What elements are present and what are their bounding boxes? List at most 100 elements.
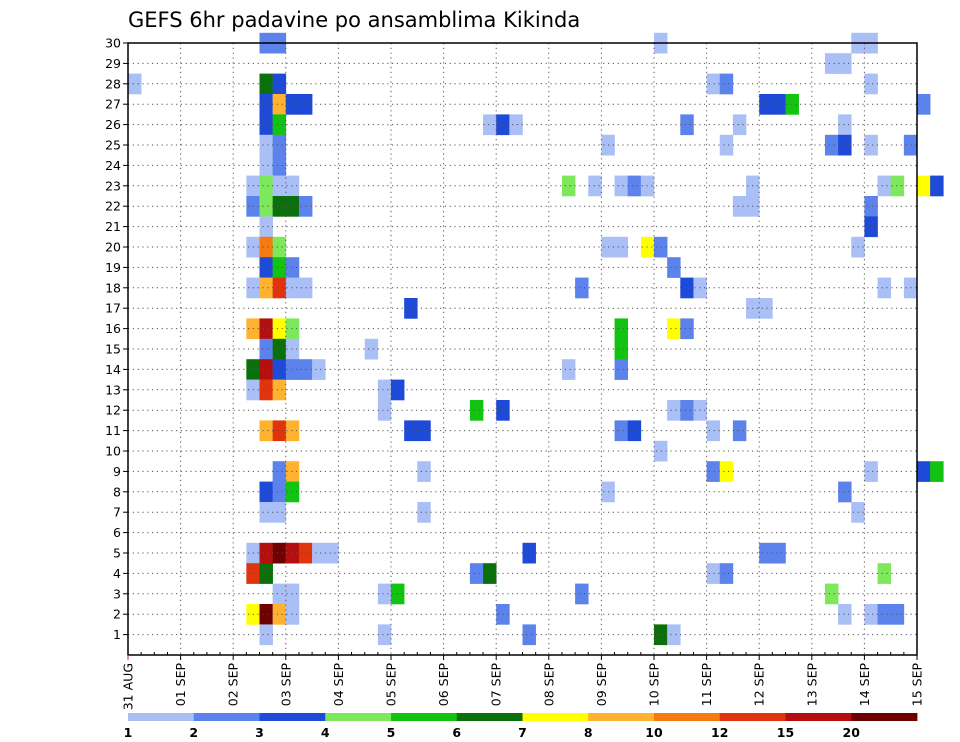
heatmap-cell xyxy=(285,481,300,503)
x-tick-label: 04 SEP xyxy=(331,663,346,707)
heatmap-cell xyxy=(285,175,300,197)
x-tick-label: 03 SEP xyxy=(278,663,293,707)
heatmap-cell xyxy=(561,359,576,380)
heatmap-cell xyxy=(259,542,273,564)
colorbar-label: 5 xyxy=(387,725,396,740)
y-tick-label: 27 xyxy=(105,97,121,112)
y-tick-label: 24 xyxy=(105,158,121,173)
heatmap-cell xyxy=(285,542,300,564)
heatmap-cell xyxy=(824,53,839,74)
y-tick-label: 28 xyxy=(105,76,121,91)
heatmap-cell xyxy=(285,94,300,115)
x-tick-label: 07 SEP xyxy=(489,663,504,707)
heatmap-cell xyxy=(890,175,905,197)
heatmap-cell xyxy=(614,420,628,442)
y-tick-label: 18 xyxy=(105,280,121,295)
heatmap-cell xyxy=(259,216,273,238)
heatmap-cell xyxy=(614,359,628,380)
heatmap-cell xyxy=(272,583,287,605)
colorbar-label: 15 xyxy=(777,725,794,740)
heatmap-cell xyxy=(272,236,287,258)
y-tick-label: 14 xyxy=(105,362,121,377)
heatmap-cell xyxy=(272,461,287,482)
heatmap-cell xyxy=(667,257,681,278)
y-tick-label: 3 xyxy=(113,586,121,601)
heatmap-cell xyxy=(404,298,418,319)
heatmap-cell xyxy=(417,420,431,442)
colorbar-label: 12 xyxy=(711,725,728,740)
heatmap-cell xyxy=(259,420,273,442)
heatmap-cell xyxy=(285,277,300,299)
heatmap-cell xyxy=(272,73,287,95)
heatmap-cell xyxy=(483,114,497,136)
heatmap-cell xyxy=(719,563,734,584)
heatmap-cell xyxy=(259,338,273,360)
heatmap-cell xyxy=(377,379,392,401)
y-tick-label: 29 xyxy=(105,56,121,71)
heatmap-cell xyxy=(259,134,273,156)
heatmap-cell xyxy=(272,257,287,278)
colorbar-segment xyxy=(325,713,392,721)
heatmap-cell xyxy=(259,379,273,401)
y-tick-label: 9 xyxy=(113,464,121,479)
y-tick-label: 25 xyxy=(105,138,121,153)
heatmap-cell xyxy=(417,461,431,482)
heatmap-cell xyxy=(272,277,287,299)
heatmap-cell xyxy=(654,624,668,646)
heatmap-cell xyxy=(824,134,839,156)
heatmap-cell xyxy=(312,542,326,564)
heatmap-cell xyxy=(877,175,891,197)
heatmap-cell xyxy=(259,624,273,646)
heatmap-cell xyxy=(272,359,287,380)
y-axis: 1234567891011121314151617181920212223242… xyxy=(105,36,128,642)
y-tick-label: 4 xyxy=(113,566,121,581)
heatmap-cell xyxy=(575,583,589,605)
x-tick-label: 31 AUG xyxy=(121,663,136,710)
heatmap-cell xyxy=(864,73,878,95)
heatmap-cell xyxy=(680,400,694,421)
heatmap-cell xyxy=(864,196,878,217)
heatmap-cell xyxy=(417,502,431,523)
heatmap-cell xyxy=(838,114,852,136)
heatmap-cell xyxy=(719,134,734,156)
heatmap-cell xyxy=(272,134,287,156)
heatmap-cell xyxy=(285,257,300,278)
heatmap-cell xyxy=(838,481,852,503)
heatmap-cell xyxy=(272,542,287,564)
heatmap-cell xyxy=(561,175,576,197)
heatmap-cell xyxy=(377,624,392,646)
heatmap-cell xyxy=(522,624,536,646)
heatmap-cell xyxy=(588,175,602,197)
heatmap-cell xyxy=(838,53,852,74)
colorbar-segment xyxy=(193,713,260,721)
x-tick-label: 05 SEP xyxy=(384,663,399,707)
heatmap-cell xyxy=(772,542,786,564)
colorbar-label: 3 xyxy=(255,725,264,740)
x-tick-label: 01 SEP xyxy=(173,663,188,707)
heatmap-cell xyxy=(719,73,734,95)
heatmap-cell xyxy=(680,318,694,340)
heatmap-cell xyxy=(864,604,878,625)
heatmap-cell xyxy=(785,94,799,115)
heatmap-cell xyxy=(759,94,773,115)
x-tick-label: 10 SEP xyxy=(647,663,662,707)
heatmap-cell xyxy=(719,461,734,482)
heatmap-cell xyxy=(890,604,905,625)
heatmap-cell xyxy=(838,134,852,156)
colorbar-segment xyxy=(259,713,326,721)
heatmap-cell xyxy=(272,502,287,523)
heatmap-cell xyxy=(259,73,273,95)
x-axis: 31 AUG 01 SEP 02 SEP 03 SEP 04 SEP 05 SEP 06 S… xyxy=(121,652,925,710)
heatmap-cell xyxy=(469,563,484,584)
x-tick-label: 08 SEP xyxy=(541,663,556,707)
heatmap-cell xyxy=(259,175,273,197)
colorbar-label: 2 xyxy=(189,725,198,740)
heatmap-cell xyxy=(469,400,484,421)
heatmap-cell xyxy=(272,420,287,442)
heatmap-cell xyxy=(259,94,273,115)
heatmap-cell xyxy=(614,236,628,258)
heatmap-cell xyxy=(259,563,273,584)
heatmap-cell xyxy=(272,114,287,136)
